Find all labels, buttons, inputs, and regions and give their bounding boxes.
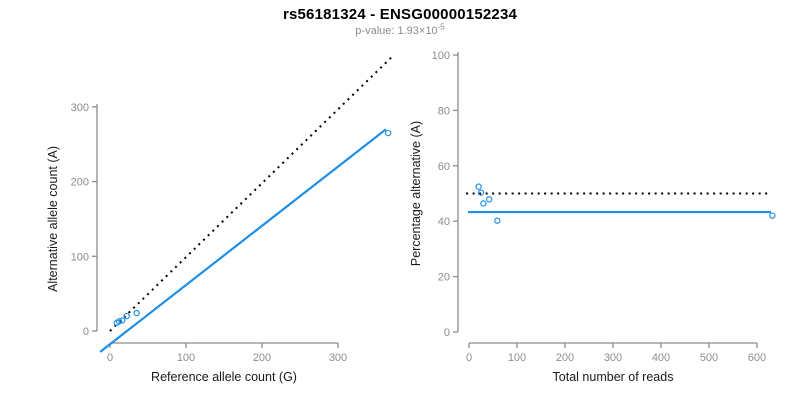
x-tick-label: 300 [604, 352, 622, 364]
x-tick-label: 100 [177, 352, 195, 364]
x-tick-label: 200 [556, 352, 574, 364]
y-tick-label: 0 [444, 327, 450, 339]
identity-line [109, 56, 393, 332]
data-point [769, 212, 776, 219]
x-tick-label: 0 [107, 352, 113, 364]
y-tick-label: 80 [438, 105, 450, 117]
y-axis-title: Alternative allele count (A) [46, 146, 60, 292]
y-tick-label: 100 [432, 50, 450, 62]
data-point [123, 312, 130, 320]
data-point [480, 200, 487, 207]
fit-line [99, 128, 387, 353]
y-tick-label: 40 [438, 216, 450, 228]
x-axis-title: Total number of reads [553, 370, 674, 384]
x-tick-label: 400 [652, 352, 670, 364]
x-tick-label: 300 [329, 352, 347, 364]
y-tick-label: 300 [71, 102, 89, 114]
x-tick-label: 100 [508, 352, 526, 364]
data-point [485, 196, 493, 203]
data-point [475, 183, 482, 190]
data-point [133, 309, 140, 317]
percentage-reads-scatter-panel: 0 20 40 60 80 100 0 100 200 300 400 500 600 Total num… [409, 50, 776, 384]
figure-subtitle: p-value: 1.93×10-5 [0, 22, 800, 37]
data-point [384, 129, 392, 137]
data-point [115, 318, 123, 325]
pvalue-exponent: -5 [437, 22, 445, 32]
y-tick-label: 200 [71, 177, 89, 189]
x-tick-label: 0 [466, 352, 472, 364]
pvalue-text: p-value: 1.93×10 [355, 25, 438, 37]
y-tick-label: 100 [71, 251, 89, 263]
data-point [118, 317, 126, 324]
allele-count-scatter-panel: 0 100 200 300 0 100 200 300 Reference allele cou… [46, 56, 393, 384]
y-tick-label: 0 [83, 326, 89, 338]
x-tick-label: 600 [748, 352, 766, 364]
data-point [494, 217, 501, 224]
figure-title: rs56181324 - ENSG00000152234 [282, 6, 518, 23]
data-point [477, 189, 485, 196]
x-tick-label: 500 [700, 352, 718, 364]
y-tick-label: 20 [438, 272, 450, 284]
y-tick-label: 60 [438, 161, 450, 173]
x-tick-label: 200 [253, 352, 271, 364]
x-axis-title: Reference allele count (G) [151, 370, 297, 384]
y-axis-title: Percentage alternative (A) [409, 121, 423, 266]
